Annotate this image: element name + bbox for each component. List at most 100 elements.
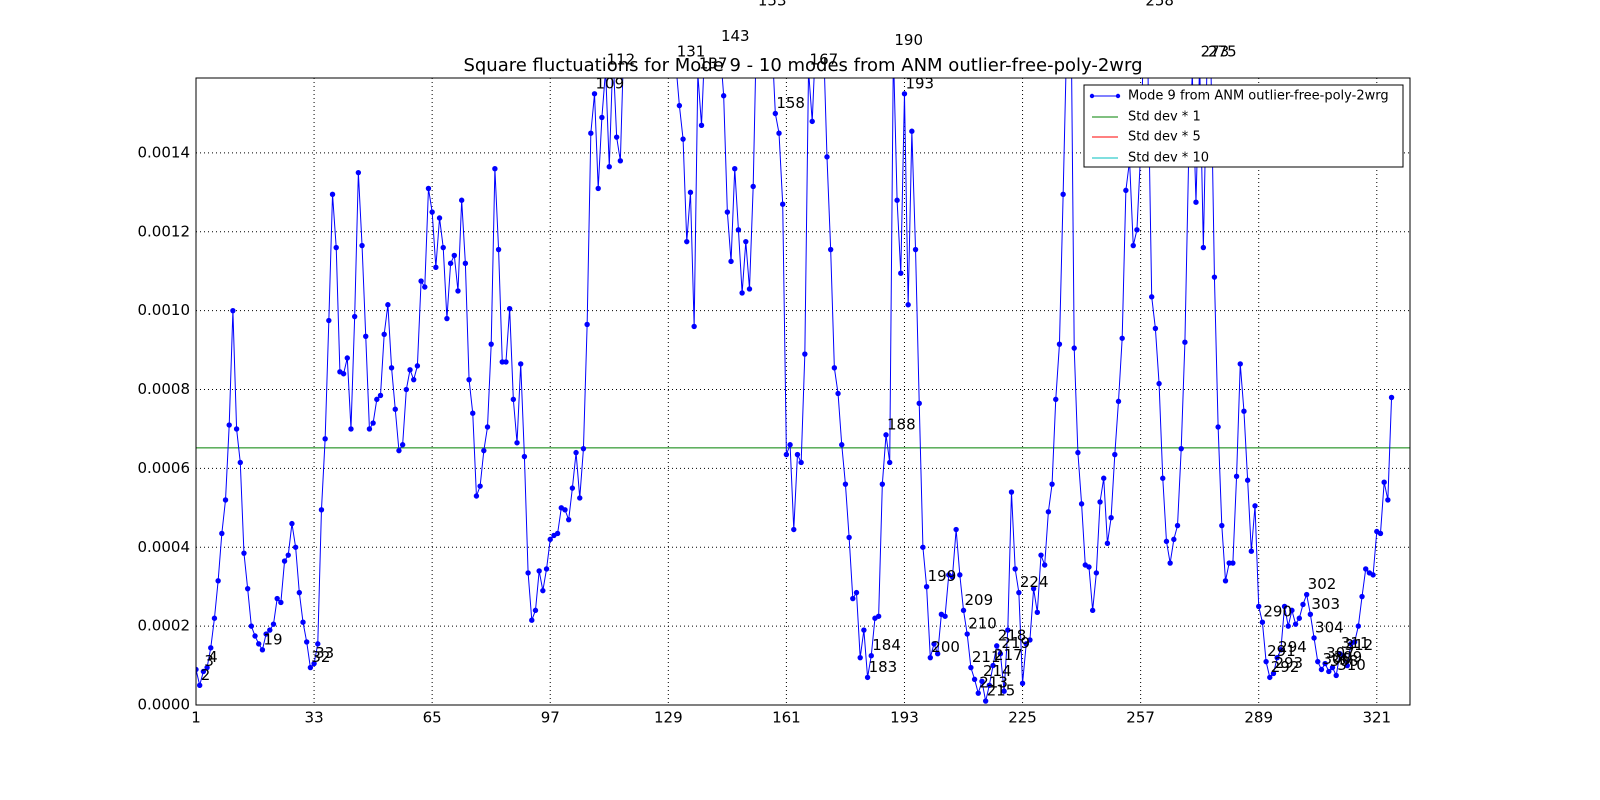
point (1023, 641, 1029, 647)
point (1045, 509, 1052, 515)
point (953, 526, 959, 533)
point-annotation: 211 (972, 648, 1001, 666)
point (750, 183, 756, 190)
point (905, 302, 911, 308)
point (584, 321, 590, 328)
point (1104, 540, 1111, 547)
point (1307, 611, 1314, 618)
point (1167, 560, 1173, 566)
point-annotation: 158 (776, 94, 805, 112)
point (1381, 479, 1387, 485)
point (968, 664, 974, 671)
point (510, 396, 517, 403)
point (728, 258, 734, 265)
point (724, 209, 731, 215)
point-annotation: 190 (894, 31, 923, 49)
x-tick-label: 129 (654, 709, 683, 727)
point (204, 664, 210, 671)
point (1296, 615, 1303, 621)
point (1252, 503, 1258, 509)
point (1322, 660, 1328, 667)
point (684, 238, 690, 245)
point (1156, 380, 1162, 387)
point (1270, 670, 1277, 677)
point-annotation: 19 (263, 630, 282, 648)
point (1005, 627, 1011, 633)
point (846, 534, 852, 541)
point (898, 270, 904, 276)
point-annotation: 209 (965, 591, 994, 609)
point (720, 93, 727, 99)
x-tick-label: 65 (423, 709, 442, 727)
point-annotation: 32 (311, 648, 330, 666)
point (957, 572, 963, 578)
y-tick-label: 0.0012 (138, 222, 191, 240)
point (477, 483, 483, 489)
point (1351, 639, 1358, 645)
point (289, 520, 295, 527)
point (436, 215, 443, 221)
point (1119, 335, 1125, 341)
point (1388, 394, 1395, 401)
point-annotation: 33 (315, 644, 334, 662)
x-tick-label: 193 (890, 709, 919, 727)
point (1049, 481, 1055, 487)
point (484, 424, 491, 430)
point (326, 317, 332, 324)
point (366, 426, 373, 432)
point (1289, 607, 1295, 614)
point (458, 197, 465, 203)
point-annotation: 258 (1145, 0, 1174, 9)
point (348, 426, 354, 432)
point (942, 613, 948, 619)
legend (1083, 84, 1404, 168)
point-annotation: 210 (968, 615, 997, 633)
point-annotation: 218 (998, 626, 1027, 644)
point-annotation: 213 (979, 674, 1008, 692)
point (1363, 566, 1369, 572)
point (1152, 325, 1159, 332)
point (488, 341, 494, 347)
point (399, 442, 406, 448)
point (1041, 562, 1048, 568)
x-tick-label: 161 (772, 709, 801, 727)
point-annotation: 224 (1020, 573, 1049, 591)
point-annotation: 302 (1308, 575, 1337, 593)
point (562, 507, 568, 513)
point (1097, 499, 1103, 505)
point (791, 526, 797, 533)
point-annotation: 306 (1322, 650, 1351, 668)
point (540, 587, 546, 594)
point (237, 459, 243, 466)
point (691, 323, 697, 330)
point (1038, 552, 1044, 558)
x-tick-label: 97 (541, 709, 560, 727)
point (244, 585, 251, 592)
point (1178, 445, 1184, 452)
point (1130, 242, 1136, 249)
point (333, 244, 339, 251)
point (920, 544, 926, 550)
point (783, 451, 790, 458)
point (554, 530, 561, 537)
point (1093, 570, 1100, 576)
point-annotation: 137 (699, 55, 728, 73)
point (525, 570, 531, 576)
point (934, 651, 941, 657)
point (211, 615, 218, 621)
point (256, 641, 262, 647)
point (1060, 191, 1066, 198)
point (990, 662, 996, 669)
y-tick-label: 0.0002 (138, 617, 191, 635)
point (1193, 199, 1199, 205)
point (1222, 578, 1229, 584)
point (1377, 530, 1384, 537)
point (599, 114, 605, 121)
point (853, 589, 860, 596)
point (772, 110, 779, 117)
point (370, 420, 376, 426)
point (617, 158, 624, 164)
point (543, 566, 550, 572)
point (1256, 603, 1262, 610)
y-tick-label: 0.0006 (138, 459, 191, 477)
